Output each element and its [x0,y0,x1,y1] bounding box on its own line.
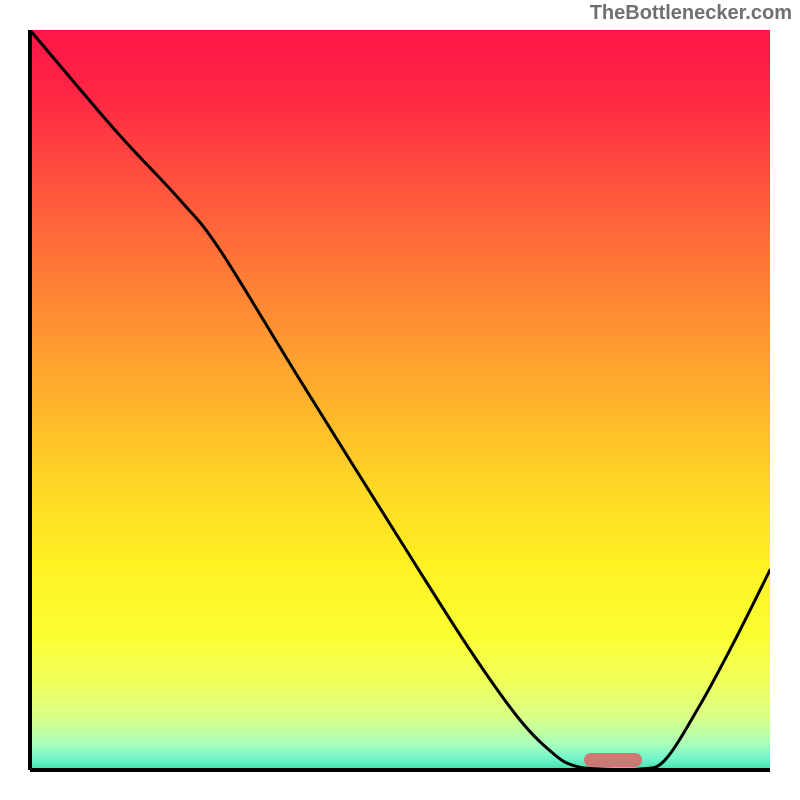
chart-svg [0,0,800,800]
chart-container: { "watermark": { "text": "TheBottlenecke… [0,0,800,800]
plot-area [30,30,770,770]
watermark-text: TheBottlenecker.com [590,2,792,25]
gradient-background [30,30,770,770]
valley-marker [584,753,642,767]
